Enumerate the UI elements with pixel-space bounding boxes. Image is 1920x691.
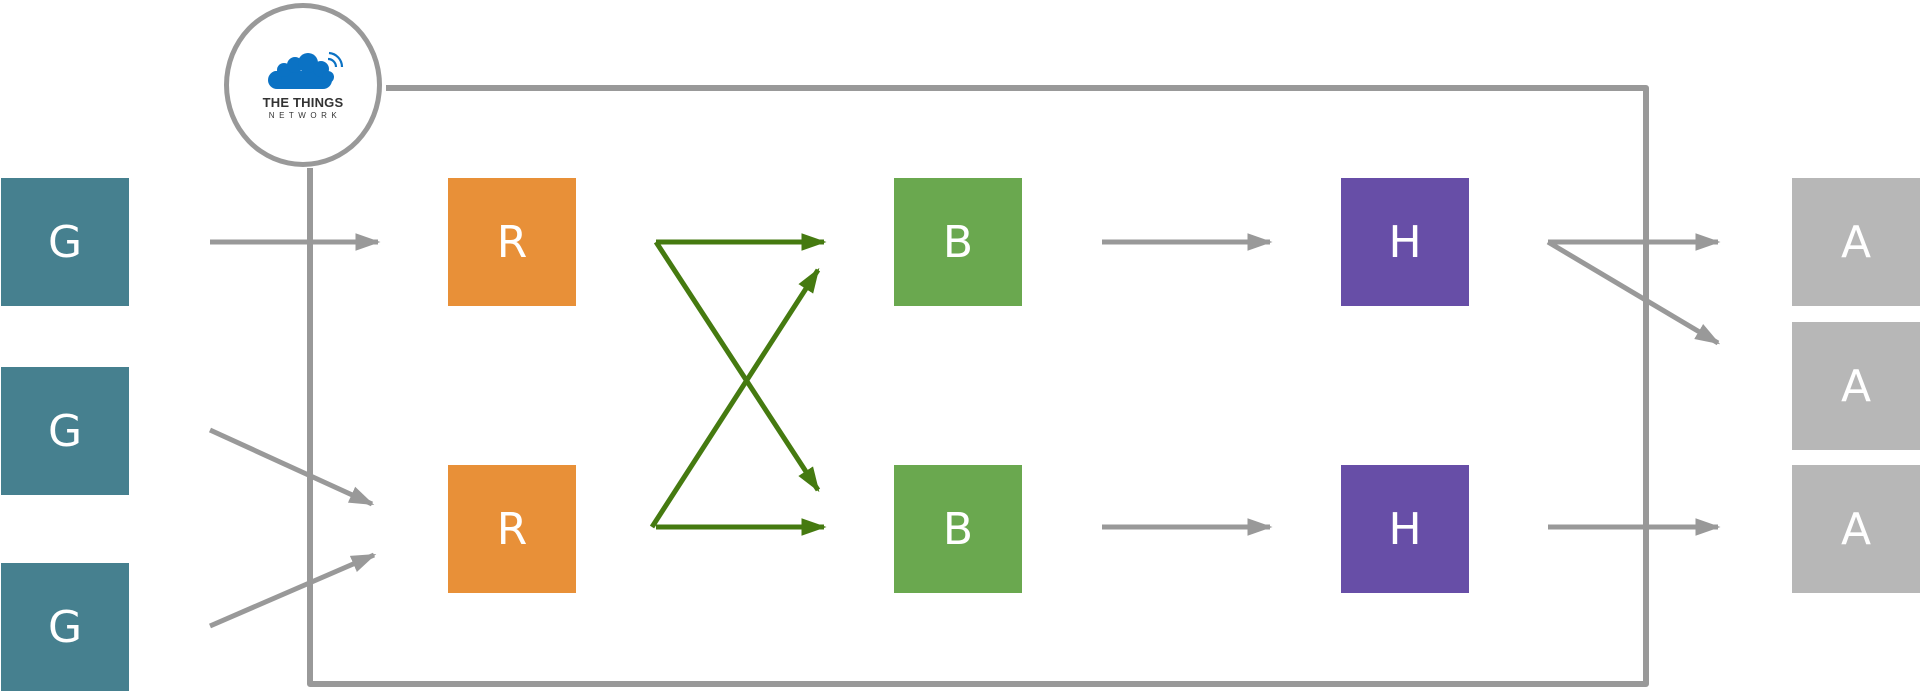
handler-label: H — [1388, 503, 1422, 555]
logo-title: THE THINGS — [262, 94, 344, 110]
handler-label: H — [1388, 216, 1422, 268]
gateway-node-3: G — [1, 563, 129, 691]
router-label: R — [496, 216, 528, 268]
handler-node-1: H — [1341, 178, 1469, 306]
application-label: A — [1840, 503, 1872, 555]
gateway-label: G — [47, 601, 83, 653]
application-label: A — [1840, 360, 1872, 412]
application-node-1: A — [1792, 178, 1920, 306]
gateway-3-to-router-2-link — [209, 552, 377, 629]
gateway-node-2: G — [1, 367, 129, 495]
application-node-2: A — [1792, 322, 1920, 450]
handler-node-2: H — [1341, 465, 1469, 593]
broker-label: B — [942, 216, 974, 268]
broker-node-2: B — [894, 465, 1022, 593]
broker-label: B — [942, 503, 974, 555]
gateway-2-to-router-2-link — [208, 427, 375, 507]
router-node-1: R — [448, 178, 576, 306]
router-label: R — [496, 503, 528, 555]
router-2-to-broker-1-link — [649, 267, 821, 529]
gateway-label: G — [47, 405, 83, 457]
gateway-node-1: G — [1, 178, 129, 306]
application-node-3: A — [1792, 465, 1920, 593]
the-things-network-logo: THE THINGS NETWORK — [224, 3, 382, 167]
logo-subtitle: NETWORK — [268, 110, 342, 120]
cloud-antenna-icon — [268, 51, 344, 89]
gateway-label: G — [47, 216, 83, 268]
application-label: A — [1840, 216, 1872, 268]
router-1-to-broker-2-link — [653, 240, 821, 493]
router-node-2: R — [448, 465, 576, 593]
handler-1-to-application-2-link — [1546, 239, 1721, 346]
broker-node-1: B — [894, 178, 1022, 306]
network-boundary — [307, 85, 1649, 687]
